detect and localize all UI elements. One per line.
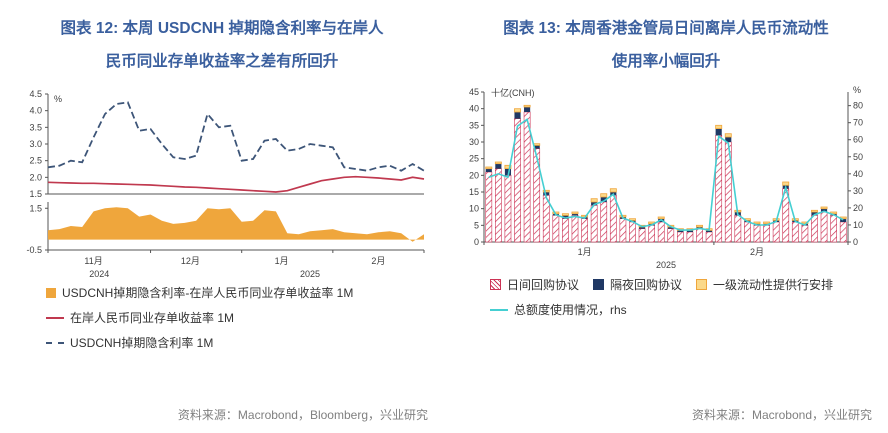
svg-text:1.5: 1.5 (29, 189, 42, 199)
legend-label-primary-liquidity: 一级流动性提供行安排 (713, 278, 834, 292)
svg-text:12月: 12月 (181, 256, 200, 266)
svg-text:45: 45 (469, 87, 479, 97)
figure-12-chart: 4.5 4.0 3.5 3.0 2.5 2.0 1.5 1.5 -0.5% 11月 12月 1月 2月 2… (26, 89, 425, 279)
legend-item-spread: USDCNH掉期隐含利率-在岸人民币同业存单收益率 1M (46, 284, 438, 301)
svg-text:11月: 11月 (84, 256, 102, 266)
legend-label-spread: USDCNH掉期隐含利率-在岸人民币同业存单收益率 1M (62, 286, 354, 300)
svg-text:0: 0 (474, 237, 479, 247)
svg-text:20: 20 (853, 203, 863, 213)
legend-row-usage-line: 总额度使用情况，rhs (490, 301, 882, 318)
svg-text:15: 15 (469, 187, 479, 197)
svg-text:40: 40 (469, 104, 479, 114)
svg-text:2月: 2月 (750, 247, 764, 257)
svg-text:50: 50 (853, 152, 863, 162)
primary-liquidity-swatch-icon (696, 279, 708, 290)
usage-line-swatch-icon (490, 308, 508, 311)
svg-text:2.0: 2.0 (29, 172, 42, 182)
figure-13-title: 图表 13: 本周香港金管局日间离岸人民币流动性 使用率小幅回升 (450, 12, 882, 78)
legend-label-usage: 总额度使用情况，rhs (514, 303, 627, 317)
legend-label-intraday-repo: 日间回购协议 (507, 278, 580, 292)
svg-text:0: 0 (853, 237, 858, 247)
figure-12-legend: USDCNH掉期隐含利率-在岸人民币同业存单收益率 1M 在岸人民币同业存单收益… (46, 284, 438, 359)
svg-text:30: 30 (469, 137, 479, 147)
figure-13-title-line2: 使用率小幅回升 (611, 53, 721, 70)
svg-text:-0.5: -0.5 (26, 245, 42, 255)
svg-text:40: 40 (853, 169, 863, 179)
svg-text:2.5: 2.5 (29, 156, 42, 166)
svg-text:70: 70 (853, 118, 863, 128)
overnight-repo-swatch-icon (593, 279, 605, 290)
figure-12-source: 资料来源：Macrobond，Bloomberg，兴业研究 (177, 408, 428, 422)
svg-text:2025: 2025 (656, 260, 676, 270)
intraday-repo-swatch-icon (490, 279, 501, 290)
svg-text:10: 10 (469, 204, 479, 214)
legend-label-swap-rate: USDCNH掉期隐含利率 1M (70, 336, 214, 350)
figure-12-title-line1: 图表 12: 本周 USDCNH 掉期隐含利率与在岸人 (60, 20, 384, 37)
svg-text:1月: 1月 (275, 256, 289, 266)
svg-text:10: 10 (853, 220, 863, 230)
legend-row-bars: 日间回购协议 隔夜回购协议 一级流动性提供行安排 (490, 276, 882, 293)
figure-12-title-line2: 民币同业存单收益率之差有所回升 (105, 53, 339, 70)
figure-13-chart: 45403530252015105080706050403020100十亿(CN… (469, 85, 863, 270)
svg-text:3.5: 3.5 (29, 122, 42, 132)
legend-item-swap-rate: USDCNH掉期隐含利率 1M (46, 334, 438, 351)
svg-text:4.5: 4.5 (29, 89, 42, 99)
legend-item-primary-liquidity: 一级流动性提供行安排 (696, 276, 833, 293)
figure-12-title: 图表 12: 本周 USDCNH 掉期隐含利率与在岸人 民币同业存单收益率之差有… (6, 12, 438, 78)
legend-item-intraday-repo: 日间回购协议 (490, 276, 579, 293)
svg-text:十亿(CNH): 十亿(CNH) (491, 87, 535, 98)
legend-item-ncd-yield: 在岸人民币同业存单收益率 1M (46, 309, 438, 326)
svg-text:25: 25 (469, 154, 479, 164)
figure-13-panel: 图表 13: 本周香港金管局日间离岸人民币流动性 使用率小幅回升 45 40 35 3… (444, 0, 888, 433)
legend-item-overnight-repo: 隔夜回购协议 (593, 276, 682, 293)
svg-text:2025: 2025 (300, 269, 320, 279)
svg-text:2月: 2月 (371, 256, 385, 266)
svg-text:80: 80 (853, 101, 863, 111)
spread-area-swatch-icon (46, 287, 56, 298)
svg-text:3.0: 3.0 (29, 139, 42, 149)
svg-text:4.0: 4.0 (29, 106, 42, 116)
svg-text:30: 30 (853, 186, 863, 196)
svg-text:2024: 2024 (89, 269, 109, 279)
legend-label-overnight-repo: 隔夜回购协议 (610, 278, 683, 292)
figure-13-title-line1: 图表 13: 本周香港金管局日间离岸人民币流动性 (503, 20, 829, 37)
figure-13-source: 资料来源：Macrobond，兴业研究 (691, 408, 872, 422)
svg-text:5: 5 (474, 220, 479, 230)
svg-text:%: % (853, 85, 861, 95)
svg-text:1月: 1月 (578, 247, 592, 257)
figure-13-legend: 日间回购协议 隔夜回购协议 一级流动性提供行安排 总额度使用情况，rhs (490, 276, 882, 326)
svg-text:35: 35 (469, 120, 479, 130)
ncd-yield-line-swatch-icon (46, 316, 64, 319)
svg-text:%: % (54, 94, 62, 104)
svg-text:20: 20 (469, 170, 479, 180)
svg-text:60: 60 (853, 135, 863, 145)
figure-12-panel: 图表 12: 本周 USDCNH 掉期隐含利率与在岸人 民币同业存单收益率之差有… (6, 12, 438, 422)
swap-rate-dashed-line-swatch-icon (46, 341, 64, 344)
svg-text:1.5: 1.5 (29, 203, 42, 213)
legend-label-ncd-yield: 在岸人民币同业存单收益率 1M (70, 311, 235, 325)
